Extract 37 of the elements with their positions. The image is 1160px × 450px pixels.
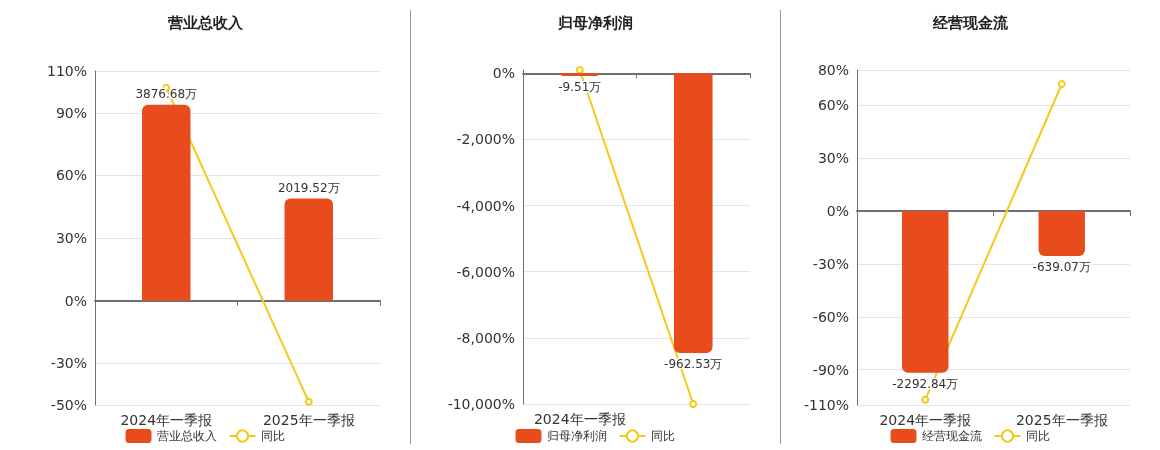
x-tick-label: 2024年一季报 — [120, 412, 213, 428]
legend-label: 同比 — [650, 429, 675, 443]
y-tick-label: -2,000% — [456, 131, 515, 148]
y-tick-label: 0% — [64, 292, 87, 309]
y-tick-label: -60% — [812, 308, 849, 325]
legend-label: 同比 — [1025, 429, 1050, 443]
y-tick-label: 0% — [826, 203, 849, 220]
y-tick-label: 110% — [46, 63, 87, 79]
legend-label: 归母净利润 — [546, 429, 607, 443]
y-tick-label: -30% — [50, 355, 87, 372]
y-tick-label: 60% — [55, 167, 87, 184]
x-tick-label: 2025年一季报 — [262, 412, 355, 428]
y-tick-label: -10,000% — [447, 396, 515, 412]
y-tick-label: -90% — [812, 361, 849, 378]
y-tick-label: 30% — [817, 150, 849, 167]
y-tick-label: -110% — [803, 397, 849, 413]
y-tick-label: -6,000% — [456, 263, 515, 280]
x-tick-label: 2024年一季报 — [533, 411, 626, 427]
legend-label: 同比 — [260, 429, 285, 443]
chart-title: 归母净利润 — [556, 13, 633, 32]
x-tick-label: 2025年一季报 — [1015, 412, 1108, 428]
legend-label: 营业总收入 — [156, 429, 217, 443]
data-label: -639.07万 — [1032, 260, 1091, 275]
y-tick-label: 80% — [817, 62, 849, 78]
chart-title: 经营现金流 — [931, 13, 1009, 32]
y-tick-label: -30% — [812, 255, 849, 272]
y-tick-label: 0% — [492, 65, 515, 82]
legend-label: 经营现金流 — [921, 429, 982, 443]
data-label: 2019.52万 — [277, 180, 340, 195]
chart-title: 营业总收入 — [166, 13, 244, 32]
x-tick-label: 2024年一季报 — [879, 412, 972, 428]
y-tick-label: -50% — [50, 397, 87, 413]
y-tick-label: -8,000% — [456, 329, 515, 346]
y-tick-label: -4,000% — [456, 197, 515, 214]
y-tick-label: 60% — [817, 97, 849, 114]
y-tick-label: 90% — [55, 104, 87, 121]
y-tick-label: 30% — [55, 230, 87, 246]
